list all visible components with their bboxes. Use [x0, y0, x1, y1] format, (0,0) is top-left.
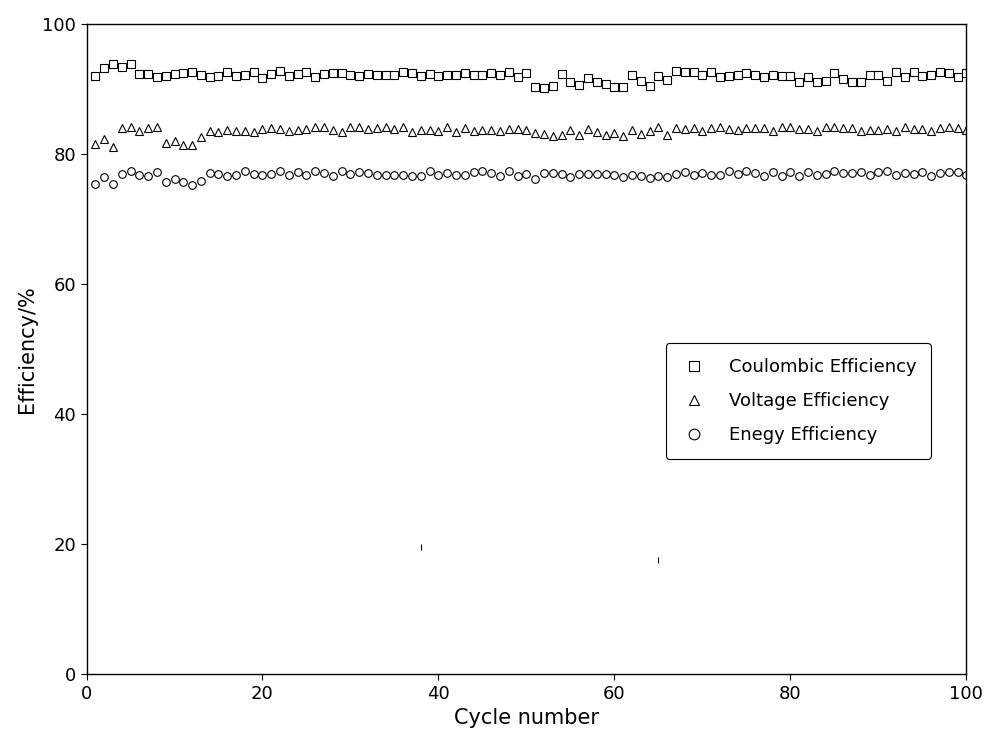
- Voltage Efficiency: [265, 124, 277, 133]
- Coulombic Efficiency: [125, 59, 137, 68]
- Line: Coulombic Efficiency: Coulombic Efficiency: [91, 60, 970, 92]
- Enegy Efficiency: [908, 170, 920, 179]
- Enegy Efficiency: [960, 171, 972, 180]
- Voltage Efficiency: [300, 124, 312, 133]
- Enegy Efficiency: [300, 171, 312, 180]
- Coulombic Efficiency: [300, 67, 312, 76]
- Coulombic Efficiency: [934, 68, 946, 77]
- Voltage Efficiency: [626, 125, 638, 134]
- Coulombic Efficiency: [908, 68, 920, 77]
- X-axis label: Cycle number: Cycle number: [454, 708, 599, 729]
- Coulombic Efficiency: [89, 72, 101, 80]
- Voltage Efficiency: [934, 124, 946, 133]
- Enegy Efficiency: [265, 170, 277, 179]
- Line: Enegy Efficiency: Enegy Efficiency: [91, 167, 970, 189]
- Voltage Efficiency: [318, 122, 330, 131]
- Line: Voltage Efficiency: Voltage Efficiency: [91, 123, 970, 150]
- Coulombic Efficiency: [265, 69, 277, 78]
- Coulombic Efficiency: [538, 83, 550, 92]
- Voltage Efficiency: [960, 126, 972, 135]
- Enegy Efficiency: [556, 169, 568, 178]
- Enegy Efficiency: [89, 180, 101, 189]
- Voltage Efficiency: [89, 139, 101, 148]
- Coulombic Efficiency: [626, 71, 638, 80]
- Coulombic Efficiency: [960, 69, 972, 78]
- Enegy Efficiency: [503, 166, 515, 175]
- Voltage Efficiency: [556, 131, 568, 140]
- Enegy Efficiency: [186, 181, 198, 190]
- Y-axis label: Efficiency/%: Efficiency/%: [17, 285, 37, 413]
- Voltage Efficiency: [107, 142, 119, 151]
- Coulombic Efficiency: [556, 70, 568, 79]
- Legend: Coulombic Efficiency, Voltage Efficiency, Enegy Efficiency: Coulombic Efficiency, Voltage Efficiency…: [666, 343, 931, 459]
- Enegy Efficiency: [934, 169, 946, 178]
- Enegy Efficiency: [626, 171, 638, 180]
- Voltage Efficiency: [908, 125, 920, 134]
